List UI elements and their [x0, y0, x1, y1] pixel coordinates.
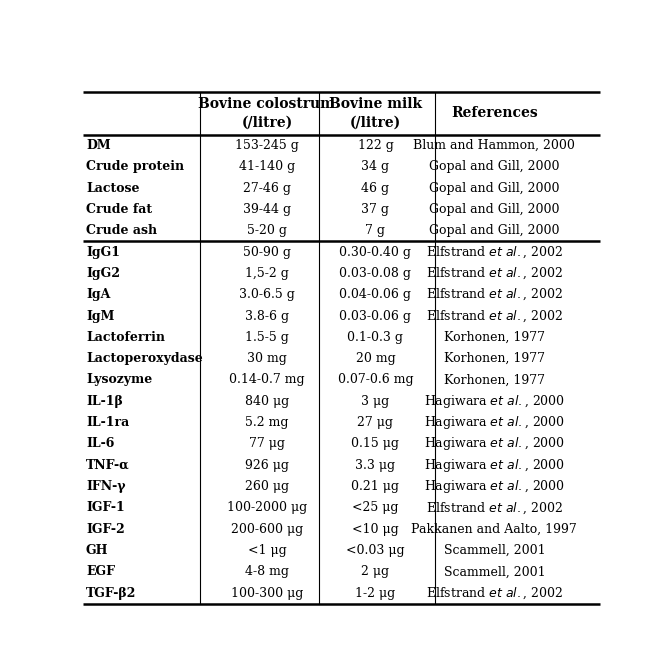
- Text: Crude ash: Crude ash: [86, 224, 157, 237]
- Text: 34 g: 34 g: [362, 160, 390, 173]
- Text: 0.21 μg: 0.21 μg: [352, 480, 400, 493]
- Text: <0.03 μg: <0.03 μg: [346, 544, 405, 557]
- Text: 153-245 g: 153-245 g: [235, 139, 299, 152]
- Text: IL-1β: IL-1β: [86, 395, 123, 408]
- Text: GH: GH: [86, 544, 109, 557]
- Text: Hagiwara $\it{et\ al.}$, 2000: Hagiwara $\it{et\ al.}$, 2000: [424, 457, 565, 474]
- Text: 260 μg: 260 μg: [245, 480, 289, 493]
- Text: <25 μg: <25 μg: [352, 501, 399, 515]
- Text: 3.3 μg: 3.3 μg: [356, 459, 396, 472]
- Text: References: References: [451, 106, 538, 121]
- Text: Lactose: Lactose: [86, 182, 139, 194]
- Text: IgA: IgA: [86, 288, 110, 301]
- Text: Elfstrand $\it{et\ al.}$, 2002: Elfstrand $\it{et\ al.}$, 2002: [426, 585, 563, 601]
- Text: <1 μg: <1 μg: [247, 544, 286, 557]
- Text: Bovine milk: Bovine milk: [329, 97, 422, 111]
- Text: Scammell, 2001: Scammell, 2001: [444, 565, 545, 579]
- Text: 3.0-6.5 g: 3.0-6.5 g: [239, 288, 295, 301]
- Text: Elfstrand $\it{et\ al.}$, 2002: Elfstrand $\it{et\ al.}$, 2002: [426, 266, 563, 281]
- Text: Crude protein: Crude protein: [86, 160, 184, 173]
- Text: IgG1: IgG1: [86, 246, 120, 258]
- Text: 0.04-0.06 g: 0.04-0.06 g: [340, 288, 412, 301]
- Text: 100-300 μg: 100-300 μg: [231, 587, 303, 600]
- Text: 37 g: 37 g: [362, 203, 390, 216]
- Text: 3.8-6 g: 3.8-6 g: [245, 310, 289, 322]
- Text: 1-2 μg: 1-2 μg: [356, 587, 396, 600]
- Text: Blum and Hammon, 2000: Blum and Hammon, 2000: [414, 139, 575, 152]
- Text: 7 g: 7 g: [366, 224, 386, 237]
- Text: Elfstrand $\it{et\ al.}$, 2002: Elfstrand $\it{et\ al.}$, 2002: [426, 287, 563, 302]
- Text: EGF: EGF: [86, 565, 115, 579]
- Text: Pakkanen and Aalto, 1997: Pakkanen and Aalto, 1997: [412, 523, 577, 536]
- Text: 840 μg: 840 μg: [245, 395, 289, 408]
- Text: Elfstrand $\it{et\ al.}$, 2002: Elfstrand $\it{et\ al.}$, 2002: [426, 308, 563, 324]
- Text: 0.07-0.6 mg: 0.07-0.6 mg: [338, 374, 414, 386]
- Text: Gopal and Gill, 2000: Gopal and Gill, 2000: [429, 203, 560, 216]
- Text: 1.5-5 g: 1.5-5 g: [245, 331, 289, 344]
- Text: IGF-1: IGF-1: [86, 501, 125, 515]
- Text: IGF-2: IGF-2: [86, 523, 125, 536]
- Text: 5.2 mg: 5.2 mg: [245, 416, 289, 429]
- Text: Lactoferrin: Lactoferrin: [86, 331, 165, 344]
- Text: Korhonen, 1977: Korhonen, 1977: [444, 374, 545, 386]
- Text: 200-600 μg: 200-600 μg: [231, 523, 303, 536]
- Text: Scammell, 2001: Scammell, 2001: [444, 544, 545, 557]
- Text: IFN-γ: IFN-γ: [86, 480, 125, 493]
- Text: DM: DM: [86, 139, 111, 152]
- Text: 46 g: 46 g: [362, 182, 390, 194]
- Text: Lysozyme: Lysozyme: [86, 374, 152, 386]
- Text: IgG2: IgG2: [86, 267, 120, 280]
- Text: IL-1ra: IL-1ra: [86, 416, 129, 429]
- Text: 27-46 g: 27-46 g: [243, 182, 291, 194]
- Text: 5-20 g: 5-20 g: [247, 224, 287, 237]
- Text: 20 mg: 20 mg: [356, 352, 396, 365]
- Text: 0.14-0.7 mg: 0.14-0.7 mg: [229, 374, 305, 386]
- Text: 3 μg: 3 μg: [362, 395, 390, 408]
- Text: Gopal and Gill, 2000: Gopal and Gill, 2000: [429, 224, 560, 237]
- Text: 1,5-2 g: 1,5-2 g: [245, 267, 289, 280]
- Text: Hagiwara $\it{et\ al.}$, 2000: Hagiwara $\it{et\ al.}$, 2000: [424, 478, 565, 495]
- Text: 30 mg: 30 mg: [247, 352, 287, 365]
- Text: 0.15 μg: 0.15 μg: [352, 438, 400, 450]
- Text: 77 μg: 77 μg: [249, 438, 285, 450]
- Text: Crude fat: Crude fat: [86, 203, 152, 216]
- Text: 0.03-0.08 g: 0.03-0.08 g: [340, 267, 412, 280]
- Text: 100-2000 μg: 100-2000 μg: [227, 501, 307, 515]
- Text: 27 μg: 27 μg: [358, 416, 394, 429]
- Text: Bovine colostrum: Bovine colostrum: [199, 97, 336, 111]
- Text: 41-140 g: 41-140 g: [239, 160, 295, 173]
- Text: Gopal and Gill, 2000: Gopal and Gill, 2000: [429, 160, 560, 173]
- Text: (/litre): (/litre): [241, 115, 293, 129]
- Text: 2 μg: 2 μg: [362, 565, 390, 579]
- Text: Gopal and Gill, 2000: Gopal and Gill, 2000: [429, 182, 560, 194]
- Text: Hagiwara $\it{et\ al.}$, 2000: Hagiwara $\it{et\ al.}$, 2000: [424, 393, 565, 410]
- Text: 50-90 g: 50-90 g: [243, 246, 291, 258]
- Text: (/litre): (/litre): [350, 115, 401, 129]
- Text: Lactoperoxydase: Lactoperoxydase: [86, 352, 203, 365]
- Text: 122 g: 122 g: [358, 139, 394, 152]
- Text: TGF-β2: TGF-β2: [86, 587, 136, 600]
- Text: IgM: IgM: [86, 310, 114, 322]
- Text: 0.30-0.40 g: 0.30-0.40 g: [340, 246, 412, 258]
- Text: Elfstrand $\it{et\ al.}$, 2002: Elfstrand $\it{et\ al.}$, 2002: [426, 244, 563, 260]
- Text: 926 μg: 926 μg: [245, 459, 289, 472]
- Text: Elfstrand $\it{et\ al.}$, 2002: Elfstrand $\it{et\ al.}$, 2002: [426, 500, 563, 515]
- Text: TNF-α: TNF-α: [86, 459, 129, 472]
- Text: Korhonen, 1977: Korhonen, 1977: [444, 352, 545, 365]
- Text: IL-6: IL-6: [86, 438, 114, 450]
- Text: 4-8 mg: 4-8 mg: [245, 565, 289, 579]
- Text: Hagiwara $\it{et\ al.}$, 2000: Hagiwara $\it{et\ al.}$, 2000: [424, 414, 565, 431]
- Text: 0.1-0.3 g: 0.1-0.3 g: [348, 331, 404, 344]
- Text: 0.03-0.06 g: 0.03-0.06 g: [340, 310, 412, 322]
- Text: 39-44 g: 39-44 g: [243, 203, 291, 216]
- Text: Hagiwara $\it{et\ al.}$, 2000: Hagiwara $\it{et\ al.}$, 2000: [424, 436, 565, 453]
- Text: Korhonen, 1977: Korhonen, 1977: [444, 331, 545, 344]
- Text: <10 μg: <10 μg: [352, 523, 399, 536]
